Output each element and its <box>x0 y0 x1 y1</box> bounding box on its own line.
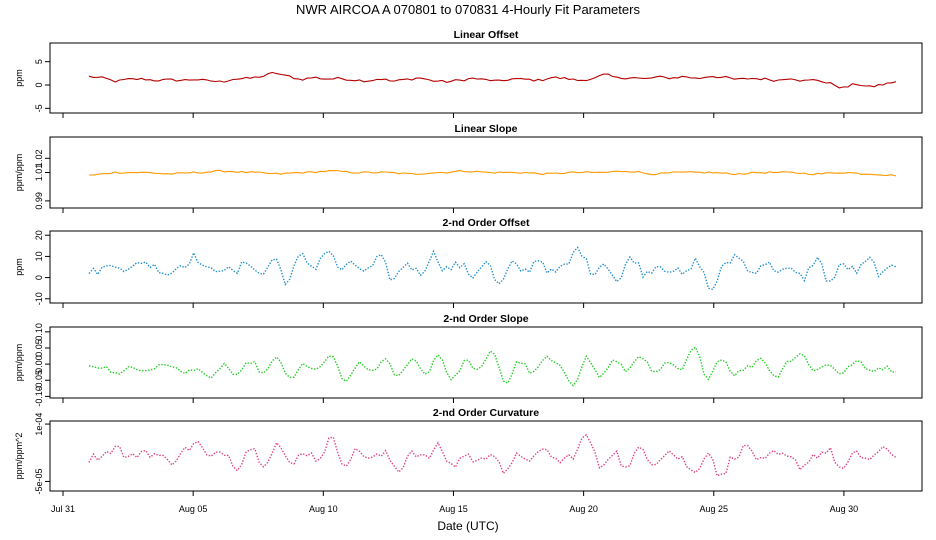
x-tick-label: Aug 10 <box>309 504 338 514</box>
y-tick-label: 0.99 <box>34 192 44 210</box>
panel-3: 2-nd Order Offset -10 0 10 20 ppm <box>14 217 923 308</box>
x-axis-label: Date (UTC) <box>437 519 498 533</box>
y-tick-label: 0 <box>34 82 44 87</box>
y-tick-label: 0 <box>34 275 44 280</box>
x-tick-label: Jul 31 <box>51 504 75 514</box>
y-tick-label: 0.10 <box>34 323 44 341</box>
panel-4: 2-nd Order Slope -0.10-0.050.000.050.10 pp… <box>14 313 923 407</box>
panel-title: 2-nd Order Offset <box>443 217 530 229</box>
x-tick-label: Aug 05 <box>179 504 208 514</box>
series-line <box>88 71 897 89</box>
y-tick-label: 5 <box>34 59 44 64</box>
x-tick-label: Aug 25 <box>699 504 728 514</box>
y-axis-label: ppm/ppm^2 <box>14 433 24 480</box>
y-tick-label: -10 <box>34 292 44 305</box>
x-tick-label: Aug 15 <box>439 504 468 514</box>
y-tick-label: 0.00 <box>34 355 44 373</box>
y-tick-label: -0.10 <box>34 386 44 407</box>
y-axis-label: ppm/ppm <box>14 344 24 382</box>
panel-2: Linear Slope 0.99 1.011.02 ppm/ppm <box>14 123 923 213</box>
panel-title: Linear Slope <box>454 123 517 135</box>
y-tick-label: -5e-05 <box>34 468 44 494</box>
panel-frame <box>49 230 923 304</box>
panel-1: Linear Offset -5 0 5 ppm <box>14 29 923 118</box>
y-axis-label: ppm <box>14 69 24 87</box>
y-tick-label: 1.01 <box>34 164 44 182</box>
panel-frame <box>49 42 923 114</box>
figure-title: NWR AIRCOA A 070801 to 070831 4-Hourly F… <box>296 2 640 17</box>
series-line <box>88 346 897 387</box>
panel-5: 2-nd Order Curvature -5e-05 1e-04 ppm/ppm^2 <box>14 407 923 496</box>
panel-frame <box>49 420 923 492</box>
series-line <box>88 246 897 291</box>
panel-title: 2-nd Order Curvature <box>433 407 539 419</box>
panel-title: Linear Offset <box>454 29 519 41</box>
y-tick-label: 1e-04 <box>34 413 44 436</box>
y-tick-label: 20 <box>34 230 44 240</box>
y-tick-label: 0.05 <box>34 339 44 357</box>
panels-group: Linear Offset -5 0 5 ppm Linear Slope 0.99 1.01… <box>14 29 923 496</box>
y-tick-label: 10 <box>34 251 44 261</box>
panel-frame <box>49 326 923 399</box>
y-tick-label: -5 <box>34 104 44 112</box>
panel-title: 2-nd Order Slope <box>443 313 528 325</box>
x-axis: Jul 31 Aug 05 Aug 10 Aug 15 Aug 20 Aug 25 Aug … <box>51 504 858 514</box>
y-tick-label: 1.02 <box>34 150 44 168</box>
series-line <box>88 433 897 477</box>
series-line <box>88 169 897 177</box>
x-tick-label: Aug 30 <box>830 504 859 514</box>
y-axis-label: ppm <box>14 258 24 276</box>
y-axis-label: ppm/ppm <box>14 154 24 192</box>
x-tick-label: Aug 20 <box>569 504 598 514</box>
y-tick-label: -0.05 <box>34 370 44 391</box>
